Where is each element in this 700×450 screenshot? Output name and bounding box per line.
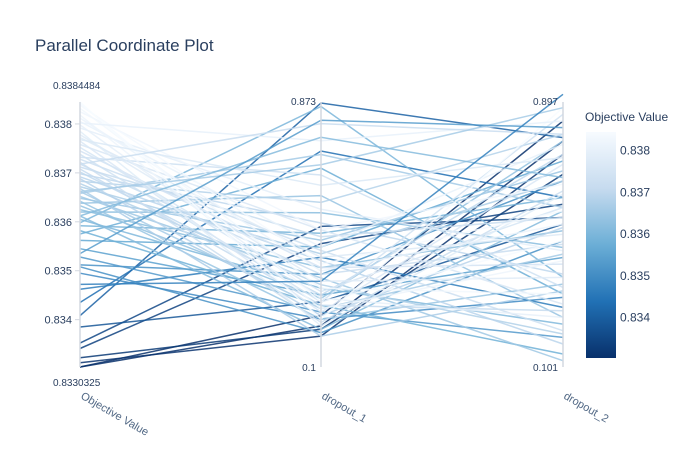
tick-label: 0.835 [44,266,72,278]
colorbar-tick-label: 0.835 [620,269,650,283]
axis-title: Objective Value [79,390,151,439]
tick-label: 0.836 [44,217,72,229]
axis-title: dropout_1 [320,390,369,425]
axis-min-label: 0.1 [302,363,316,374]
axis-max-label: 0.873 [291,97,316,108]
tick-label: 0.834 [44,315,72,327]
axis-max-label: 0.8384484 [53,81,101,92]
axis-min-label: 0.101 [533,363,558,374]
colorbar-tick-label: 0.834 [620,311,650,325]
axis-max-label: 0.897 [533,97,558,108]
colorbar-tick-label: 0.837 [620,185,650,199]
axis-title: dropout_2 [562,390,611,425]
colorbar-tick-label: 0.838 [620,144,650,158]
colorbar: Objective Value 0.834 0.835 0.836 0.837 0.838 [585,110,668,358]
colorbar-gradient [586,132,616,358]
axis-min-label: 0.8330325 [53,378,101,389]
axes: 0.8384484 0.8330325 0.834 0.835 0.836 0.837 0.… [44,81,610,439]
colorbar-title: Objective Value [585,110,668,124]
colorbar-tick-label: 0.836 [620,227,650,241]
tick-label: 0.837 [44,168,72,180]
chart-title: Parallel Coordinate Plot [35,36,214,55]
tick-label: 0.838 [44,119,72,131]
